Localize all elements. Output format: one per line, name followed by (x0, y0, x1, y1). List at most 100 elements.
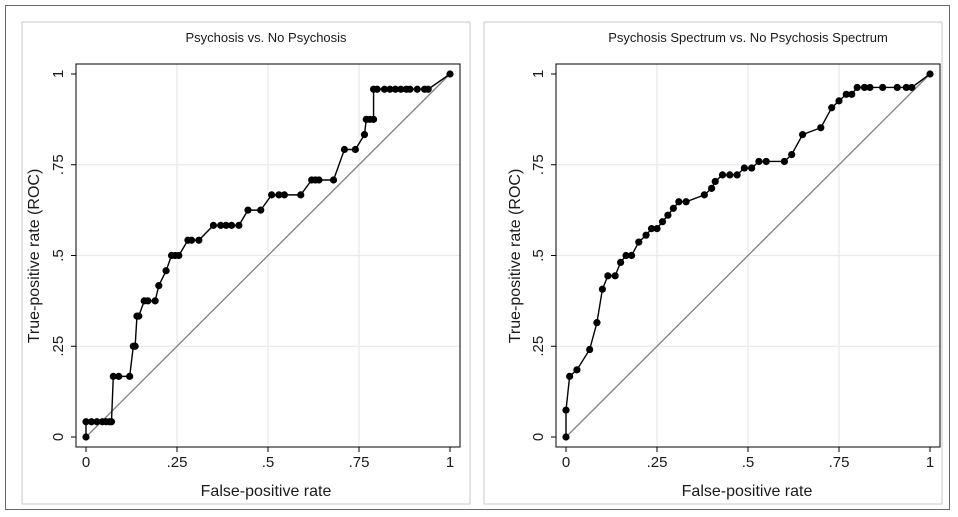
roc-point (155, 282, 163, 290)
roc-point (848, 90, 856, 98)
roc-point (126, 372, 134, 380)
x-tick-label: .25 (647, 454, 668, 471)
roc-point (151, 297, 159, 305)
roc-point (664, 211, 672, 219)
roc-point (755, 157, 763, 166)
y-tick-label: 0 (50, 433, 67, 441)
x-tick-label: 1 (446, 454, 454, 471)
roc-point (718, 171, 727, 179)
roc-series (82, 70, 454, 441)
roc-point (315, 176, 323, 184)
roc-point (879, 83, 887, 92)
roc-point (562, 406, 570, 414)
roc-point (131, 342, 139, 350)
axis-ticks: 0 .25 .5 .75 1 0 .25 .5 .75 1 (530, 70, 934, 471)
roc-point (617, 258, 625, 266)
roc-point (115, 372, 123, 380)
roc-point (373, 85, 381, 93)
grid (76, 64, 460, 447)
roc-point (257, 206, 265, 214)
roc-point (902, 83, 910, 92)
roc-point (573, 366, 581, 374)
x-tick-label: .75 (829, 454, 850, 471)
y-axis-label: True-positive rate (ROC) (26, 169, 43, 344)
roc-point (598, 285, 606, 293)
y-axis-label: True-positive rate (ROC) (507, 169, 524, 344)
roc-point (228, 221, 236, 229)
roc-point (109, 372, 117, 380)
roc-point (275, 191, 283, 199)
roc-point (593, 319, 601, 327)
roc-point (329, 176, 338, 184)
x-axis-label: False-positive rate (682, 483, 813, 500)
roc-point (627, 251, 636, 260)
roc-point (669, 204, 677, 212)
roc-point (162, 267, 170, 275)
roc-point (653, 225, 661, 233)
roc-point (386, 85, 394, 93)
reference-line (565, 73, 931, 438)
roc-point (280, 191, 288, 199)
roc-point (175, 251, 183, 260)
roc-point (642, 231, 650, 239)
roc-point (369, 115, 378, 123)
roc-point (195, 236, 203, 244)
roc-point (708, 184, 716, 192)
roc-point (748, 164, 756, 172)
chart-right: Psychosis Spectrum vs. No Psychosis Spec… (483, 21, 943, 505)
roc-point (82, 418, 90, 426)
roc-point (866, 83, 874, 92)
roc-point (733, 171, 741, 179)
roc-point (604, 272, 612, 280)
roc-point (893, 83, 901, 92)
y-tick-label: 1 (530, 70, 547, 78)
roc-point (675, 198, 683, 206)
reference-line (85, 73, 451, 438)
roc-point (682, 198, 690, 206)
roc-point (380, 85, 389, 93)
roc-point (406, 85, 414, 93)
roc-point (566, 372, 574, 380)
roc-point (360, 131, 369, 139)
roc-point (647, 225, 656, 233)
roc-point (244, 206, 252, 214)
roc-point (340, 145, 349, 154)
roc-point (446, 70, 454, 78)
roc-point (799, 131, 807, 139)
roc-point (222, 221, 230, 229)
roc-point (835, 97, 843, 105)
panel-border (483, 21, 943, 505)
axis-ticks: 0 .25 .5 .75 1 0 .25 .5 .75 1 (50, 70, 454, 471)
x-tick-label: .5 (742, 454, 755, 471)
roc-point (424, 85, 432, 93)
roc-point (135, 312, 143, 320)
roc-point (828, 104, 836, 112)
roc-point (397, 85, 405, 93)
roc-point (87, 418, 96, 426)
x-tick-label: 0 (82, 454, 90, 471)
roc-point (107, 418, 116, 426)
roc-point (726, 171, 734, 179)
roc-point (209, 221, 217, 229)
x-tick-label: .25 (167, 454, 188, 471)
y-tick-label: .5 (530, 249, 547, 262)
y-tick-label: .25 (50, 336, 67, 357)
roc-point (351, 145, 359, 154)
roc-point (740, 164, 748, 172)
roc-point (762, 157, 770, 166)
outer-frame (5, 5, 950, 510)
roc-series (562, 70, 934, 441)
x-tick-label: .5 (262, 454, 275, 471)
roc-point (391, 85, 399, 93)
roc-point (788, 150, 796, 159)
roc-point (268, 191, 276, 199)
roc-point (860, 83, 869, 92)
y-tick-label: .75 (50, 154, 67, 175)
x-tick-label: 1 (926, 454, 934, 471)
roc-point (562, 433, 570, 441)
roc-point (908, 83, 916, 92)
roc-point (853, 83, 861, 92)
roc-point (926, 70, 934, 78)
roc-point (611, 272, 619, 280)
